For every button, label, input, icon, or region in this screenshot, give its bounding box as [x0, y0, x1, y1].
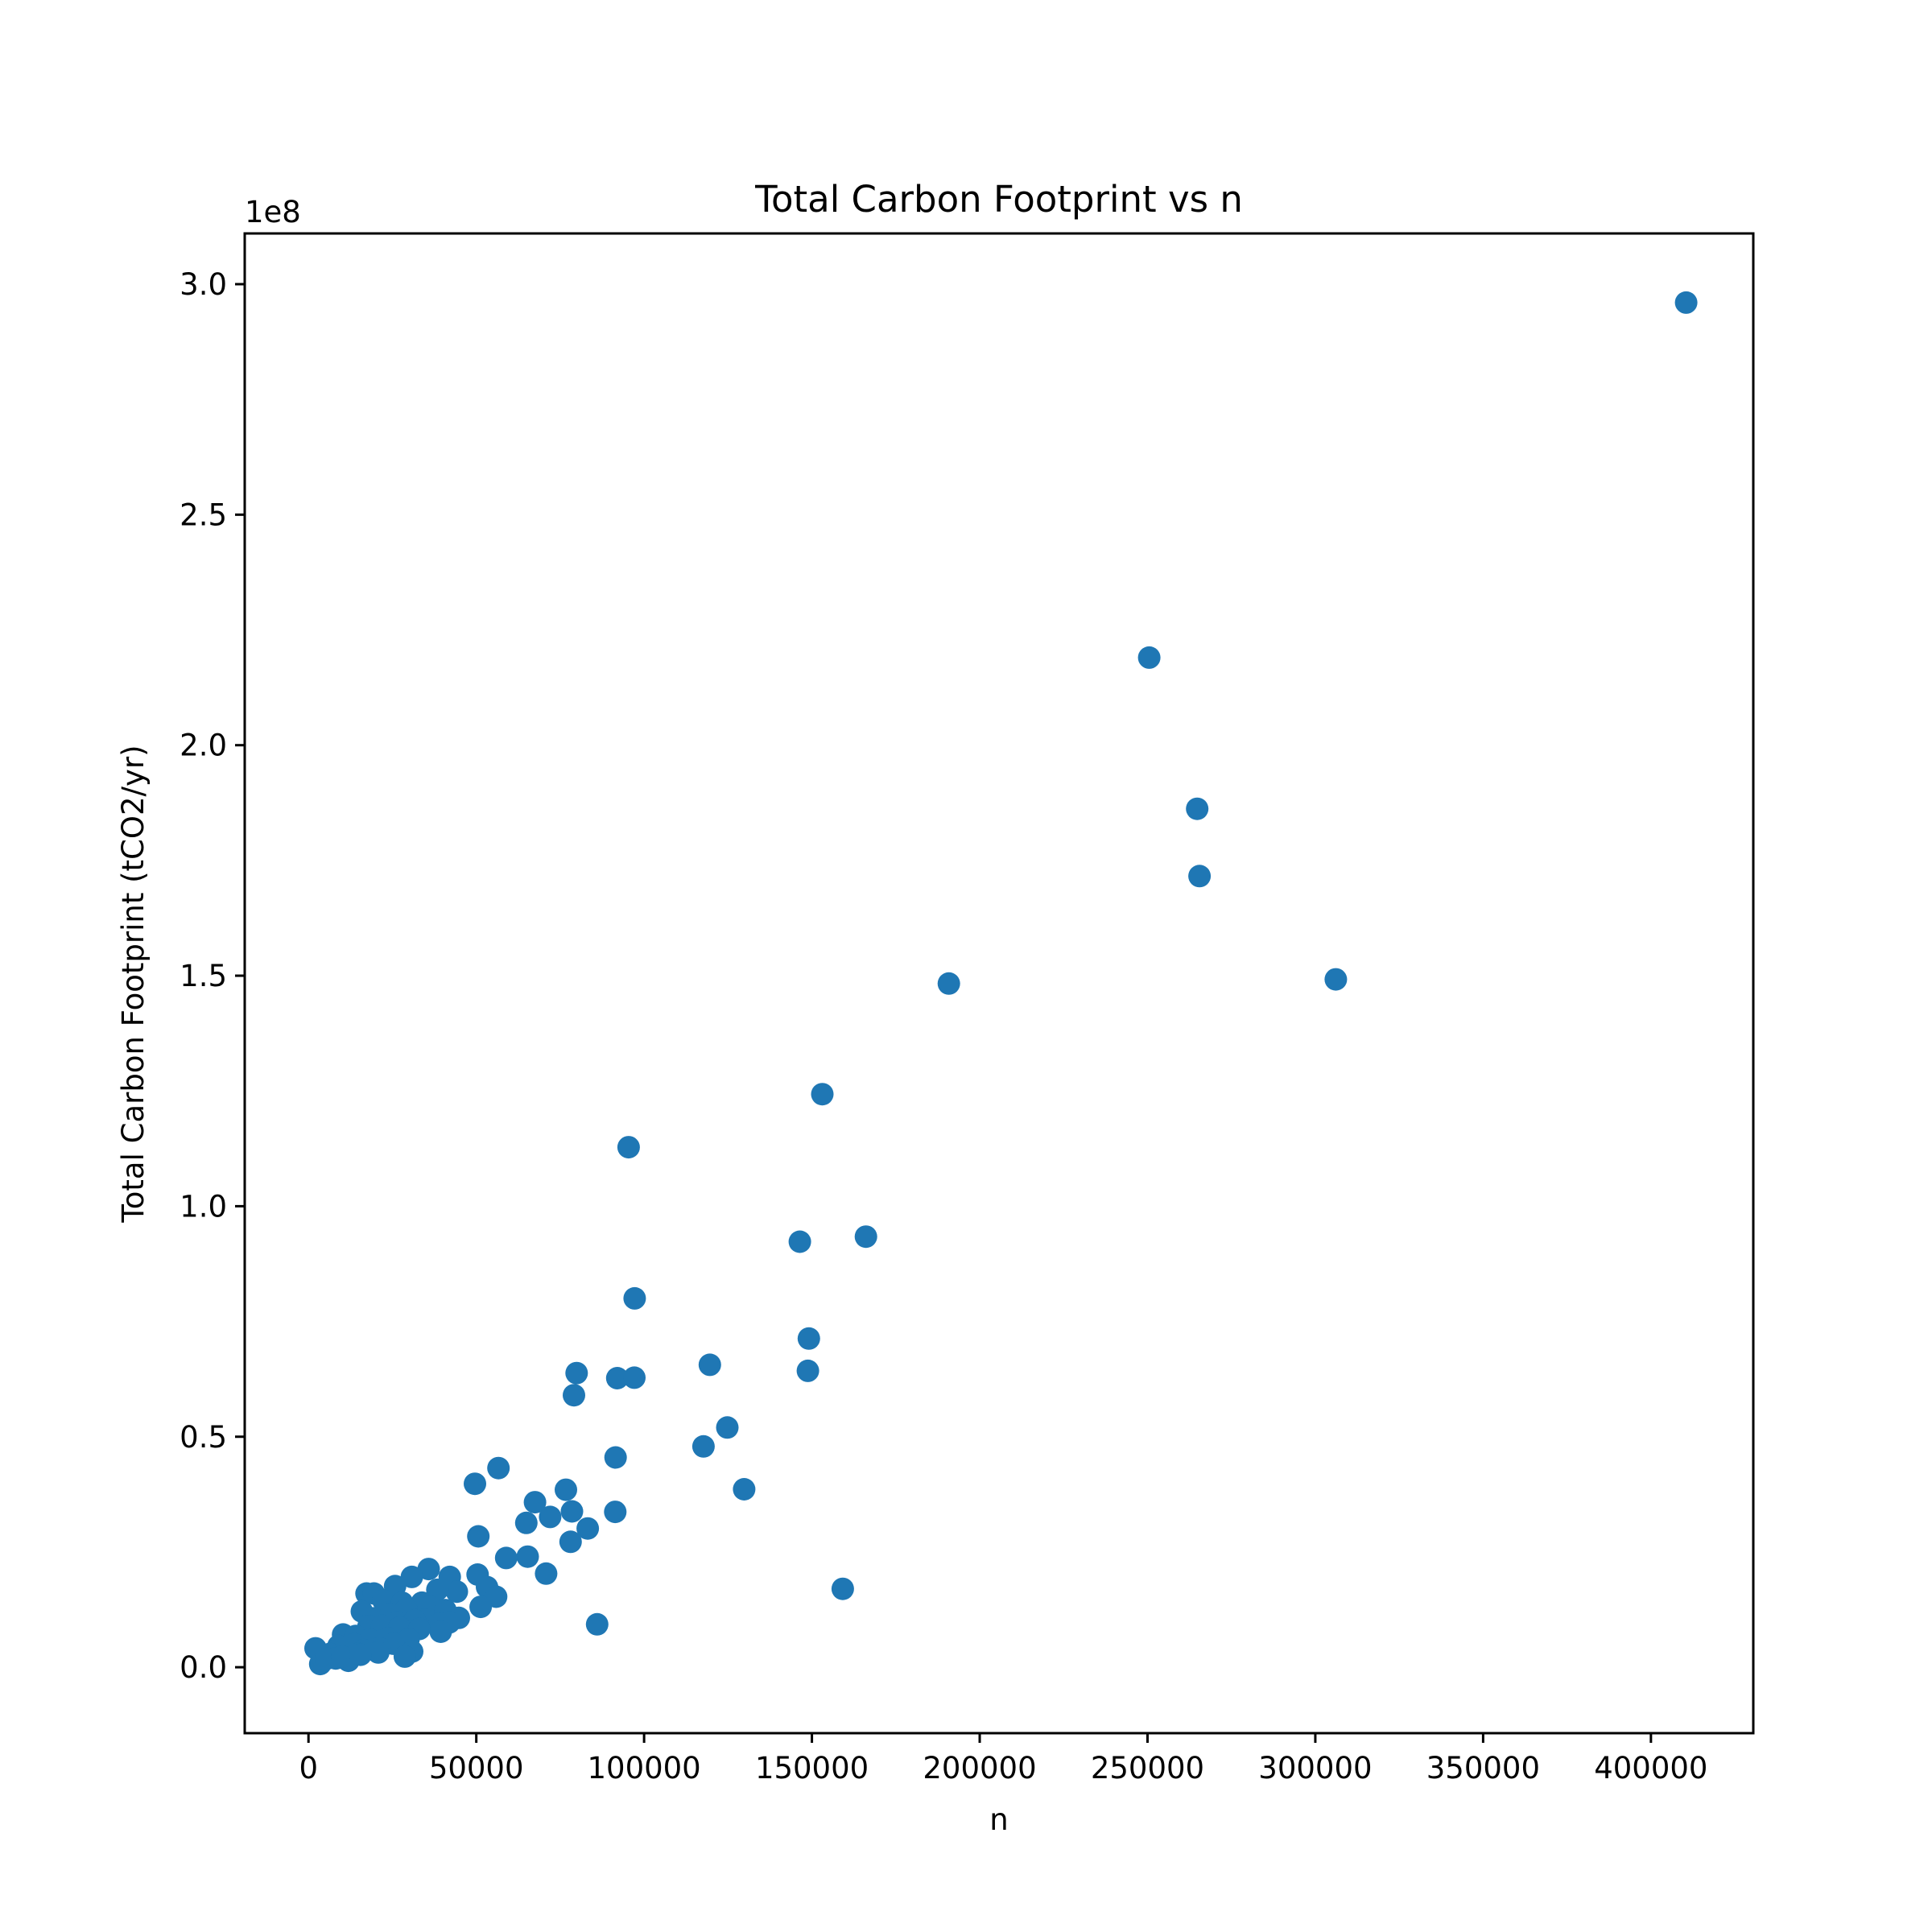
- data-point: [539, 1505, 562, 1529]
- x-tick-label: 0: [299, 1751, 318, 1785]
- data-point: [733, 1478, 756, 1501]
- data-point: [788, 1230, 811, 1253]
- data-point: [429, 1620, 452, 1643]
- data-point: [417, 1558, 440, 1581]
- data-point: [366, 1641, 390, 1664]
- data-point: [1188, 865, 1212, 888]
- data-point: [623, 1286, 646, 1310]
- x-tick-label: 350000: [1426, 1751, 1540, 1785]
- x-axis-label: n: [989, 1802, 1008, 1837]
- data-point: [563, 1384, 585, 1407]
- y-axis-ticks: 0.0 0.5 1.0 1.5 2.0 2.5 3.0: [180, 267, 245, 1685]
- data-point: [494, 1546, 518, 1570]
- data-point: [796, 1359, 819, 1382]
- data-point: [445, 1580, 469, 1604]
- data-point: [1674, 291, 1698, 314]
- data-point: [565, 1361, 588, 1385]
- y-axis-label: Total Carbon Footprint (tCO2/yr): [116, 745, 151, 1223]
- data-point: [716, 1416, 739, 1439]
- data-point: [349, 1643, 372, 1666]
- data-point: [854, 1225, 877, 1249]
- data-point: [469, 1596, 493, 1619]
- y-tick-label: 1.5: [180, 959, 227, 993]
- data-point: [400, 1565, 423, 1588]
- data-point: [1324, 968, 1348, 991]
- data-point: [467, 1525, 490, 1548]
- x-tick-label: 300000: [1258, 1751, 1372, 1785]
- x-tick-label: 150000: [755, 1751, 869, 1785]
- y-tick-label: 1.0: [180, 1189, 227, 1224]
- x-tick-label: 100000: [587, 1751, 700, 1785]
- data-point: [555, 1478, 577, 1501]
- data-points: [304, 291, 1698, 1676]
- data-point: [426, 1578, 449, 1601]
- x-tick-label: 200000: [923, 1751, 1036, 1785]
- data-point: [523, 1491, 547, 1514]
- data-point: [831, 1577, 854, 1600]
- data-point: [585, 1612, 609, 1636]
- data-point: [623, 1366, 646, 1389]
- data-point: [691, 1435, 715, 1458]
- x-tick-label: 400000: [1594, 1751, 1707, 1785]
- data-point: [811, 1083, 834, 1106]
- y-tick-label: 0.0: [180, 1650, 227, 1685]
- data-point: [464, 1472, 486, 1496]
- chart-title: Total Carbon Footprint vs n: [754, 178, 1243, 221]
- y-tick-label: 0.5: [180, 1420, 227, 1455]
- data-point: [604, 1501, 627, 1524]
- x-tick-label: 250000: [1091, 1751, 1204, 1785]
- data-point: [487, 1456, 510, 1480]
- x-axis-ticks: 0 50000 100000 150000 200000 250000 300000 3500…: [299, 1733, 1707, 1785]
- data-point: [516, 1545, 539, 1568]
- data-point: [514, 1511, 538, 1534]
- data-point: [560, 1500, 584, 1523]
- data-point: [617, 1136, 640, 1159]
- data-point: [604, 1446, 627, 1469]
- y-tick-label: 2.5: [180, 497, 227, 532]
- data-point: [797, 1327, 820, 1350]
- data-point: [559, 1530, 582, 1554]
- data-point: [937, 972, 960, 995]
- y-tick-label: 2.0: [180, 729, 227, 763]
- data-point: [393, 1645, 416, 1668]
- y-axis-offset-label: 1e8: [245, 195, 301, 229]
- data-point: [698, 1353, 721, 1377]
- x-tick-label: 50000: [429, 1751, 524, 1785]
- data-point: [535, 1562, 558, 1585]
- data-point: [576, 1517, 600, 1540]
- data-point: [330, 1645, 353, 1668]
- data-point: [1137, 646, 1161, 669]
- data-point: [605, 1367, 629, 1389]
- data-point: [1186, 797, 1209, 820]
- y-tick-label: 3.0: [180, 267, 227, 302]
- plot-frame: [243, 232, 1755, 1735]
